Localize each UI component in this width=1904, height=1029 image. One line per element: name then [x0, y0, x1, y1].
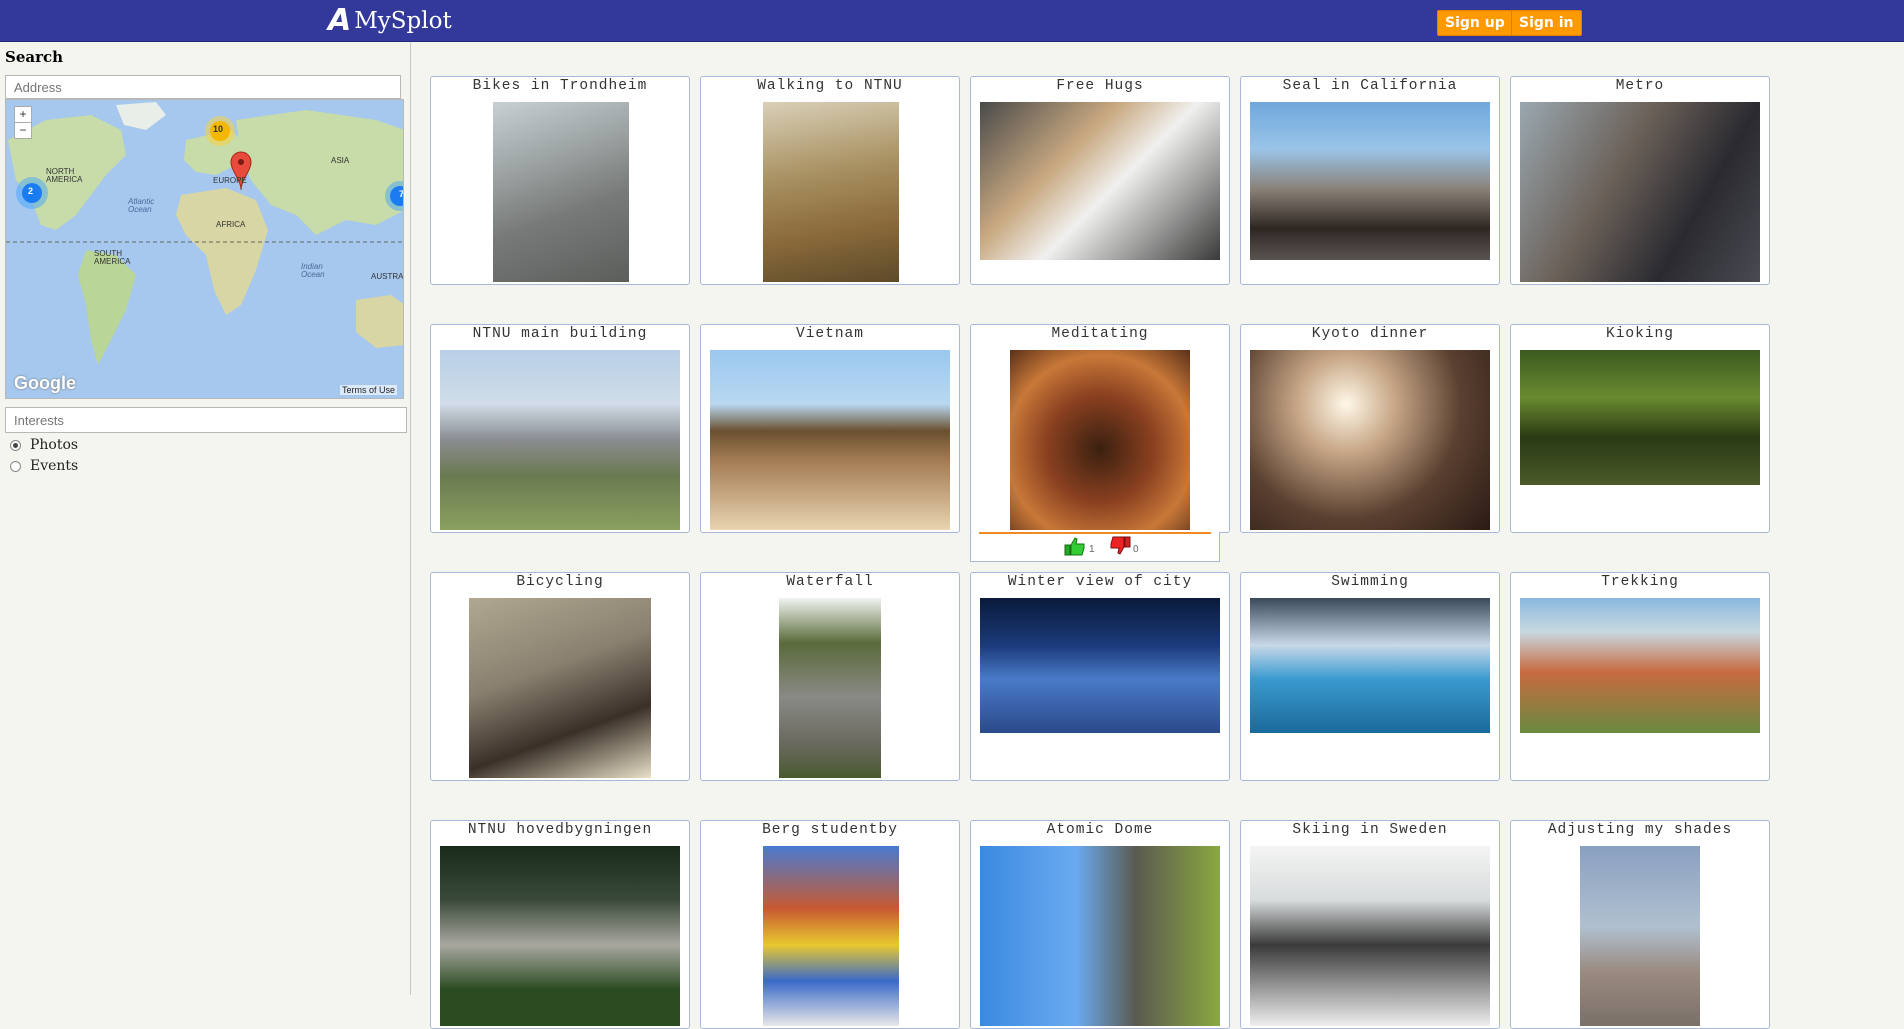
- photo-card[interactable]: NTNU main building: [430, 324, 690, 533]
- photo-title: Metro: [1615, 78, 1665, 94]
- filter-photos[interactable]: Photos: [10, 437, 78, 453]
- photo-title: Kyoto dinner: [1311, 326, 1429, 342]
- photo-card[interactable]: Walking to NTNU: [700, 76, 960, 285]
- photo-title: Seal in California: [1282, 78, 1458, 94]
- map-label: NORTH AMERICA: [46, 167, 83, 184]
- photo-image[interactable]: [710, 350, 950, 530]
- photo-card[interactable]: Waterfall: [700, 572, 960, 781]
- photo-image[interactable]: [1250, 350, 1490, 530]
- map-label: SOUTH AMERICA: [94, 249, 131, 266]
- photo-title: Waterfall: [786, 574, 874, 590]
- filter-events-label: Events: [30, 458, 79, 474]
- photo-image[interactable]: [440, 846, 680, 1026]
- filter-events[interactable]: Events: [10, 458, 78, 474]
- photo-title: Vietnam: [796, 326, 864, 342]
- logo-mark: A: [328, 3, 351, 38]
- photo-card[interactable]: Bicycling: [430, 572, 690, 781]
- photo-image[interactable]: [1520, 350, 1760, 485]
- photo-card[interactable]: Skiing in Sweden: [1240, 820, 1500, 1029]
- photo-image[interactable]: [469, 598, 651, 778]
- photo-title: Adjusting my shades: [1547, 822, 1733, 838]
- address-input[interactable]: [5, 75, 401, 99]
- photo-image[interactable]: [763, 102, 899, 282]
- photo-image[interactable]: [493, 102, 629, 282]
- photo-card[interactable]: Bikes in Trondheim: [430, 76, 690, 285]
- search-sidebar: Search: [0, 42, 411, 995]
- map-graphic: [6, 100, 403, 398]
- cluster-count: 10: [213, 124, 224, 134]
- photo-image[interactable]: [1520, 102, 1760, 282]
- photo-title: Atomic Dome: [1046, 822, 1154, 838]
- photo-card[interactable]: Trekking: [1510, 572, 1770, 781]
- photo-title: Trekking: [1601, 574, 1679, 590]
- photo-image[interactable]: [1580, 846, 1700, 1026]
- photo-image[interactable]: [980, 598, 1220, 733]
- cluster-count: 2: [28, 186, 34, 196]
- photo-card[interactable]: Berg studentby: [700, 820, 960, 1029]
- photo-image[interactable]: [1250, 598, 1490, 733]
- photo-card[interactable]: Seal in California: [1240, 76, 1500, 285]
- map-label: Indian Ocean: [301, 262, 325, 279]
- photo-image[interactable]: [1250, 102, 1490, 260]
- photo-card[interactable]: Atomic Dome: [970, 820, 1230, 1029]
- logo-text: MySplot: [354, 8, 452, 34]
- photo-card[interactable]: Winter view of city: [970, 572, 1230, 781]
- photo-image[interactable]: [1250, 846, 1490, 1026]
- photo-card[interactable]: Kyoto dinner: [1240, 324, 1500, 533]
- zoom-in-button[interactable]: +: [14, 106, 32, 123]
- google-logo: Google: [14, 373, 76, 393]
- photo-image[interactable]: [980, 846, 1220, 1026]
- cluster-count: 7: [399, 189, 404, 199]
- zoom-out-button[interactable]: −: [14, 122, 32, 139]
- photo-title: Berg studentby: [762, 822, 898, 838]
- photo-card[interactable]: Adjusting my shades: [1510, 820, 1770, 1029]
- radio-events[interactable]: [10, 460, 21, 472]
- top-navbar: A MySplot Sign up Sign in: [0, 0, 1904, 42]
- photo-title: Winter view of city: [1007, 574, 1193, 590]
- photo-title: Bicycling: [516, 574, 604, 590]
- photo-title: NTNU hovedbygningen: [467, 822, 653, 838]
- photo-title: Swimming: [1331, 574, 1409, 590]
- rating-divider: [979, 532, 1211, 534]
- photo-card[interactable]: Free Hugs: [970, 76, 1230, 285]
- photo-title: Free Hugs: [1056, 78, 1144, 94]
- photo-card[interactable]: Vietnam: [700, 324, 960, 533]
- photo-image[interactable]: [1010, 350, 1190, 530]
- signup-button[interactable]: Sign up: [1437, 10, 1513, 36]
- map-label: Atlantic Ocean: [128, 197, 155, 214]
- photo-image[interactable]: [440, 350, 680, 530]
- filter-photos-label: Photos: [30, 437, 79, 453]
- signin-button[interactable]: Sign in: [1511, 10, 1582, 36]
- dislike-count: 0: [1133, 544, 1139, 555]
- map-label: AFRICA: [216, 220, 246, 229]
- photo-title: NTNU main building: [472, 326, 648, 342]
- photo-title: Meditating: [1051, 326, 1149, 342]
- map-label: EUROPE: [213, 176, 247, 185]
- terms-of-use-link[interactable]: Terms of Use: [339, 385, 397, 395]
- photo-card[interactable]: Swimming: [1240, 572, 1500, 781]
- like-count: 1: [1089, 544, 1095, 555]
- map-label: AUSTRA: [371, 272, 404, 281]
- radio-photos[interactable]: [10, 439, 21, 451]
- photo-card[interactable]: Metro: [1510, 76, 1770, 285]
- photo-title: Skiing in Sweden: [1292, 822, 1448, 838]
- rating-bar: 1 0: [970, 532, 1220, 562]
- thumbs-up-icon[interactable]: [1064, 536, 1086, 556]
- map-label: ASIA: [331, 156, 350, 165]
- photo-title: Kioking: [1606, 326, 1674, 342]
- interests-input[interactable]: [5, 407, 407, 433]
- search-heading: Search: [5, 48, 64, 66]
- photo-image[interactable]: [1520, 598, 1760, 733]
- photo-image[interactable]: [763, 846, 899, 1026]
- photo-title: Walking to NTNU: [757, 78, 903, 94]
- photo-card[interactable]: Meditating: [970, 324, 1230, 533]
- logo[interactable]: A MySplot: [328, 6, 452, 36]
- world-map[interactable]: 10 2 7 NORTH AMERICA SOUTH AMERICA EUROP…: [5, 99, 404, 399]
- photo-image[interactable]: [980, 102, 1220, 260]
- photo-image[interactable]: [779, 598, 881, 778]
- thumbs-down-icon[interactable]: [1109, 536, 1131, 556]
- photo-title: Bikes in Trondheim: [472, 78, 648, 94]
- photo-card[interactable]: NTNU hovedbygningen: [430, 820, 690, 1029]
- photo-card[interactable]: Kioking: [1510, 324, 1770, 533]
